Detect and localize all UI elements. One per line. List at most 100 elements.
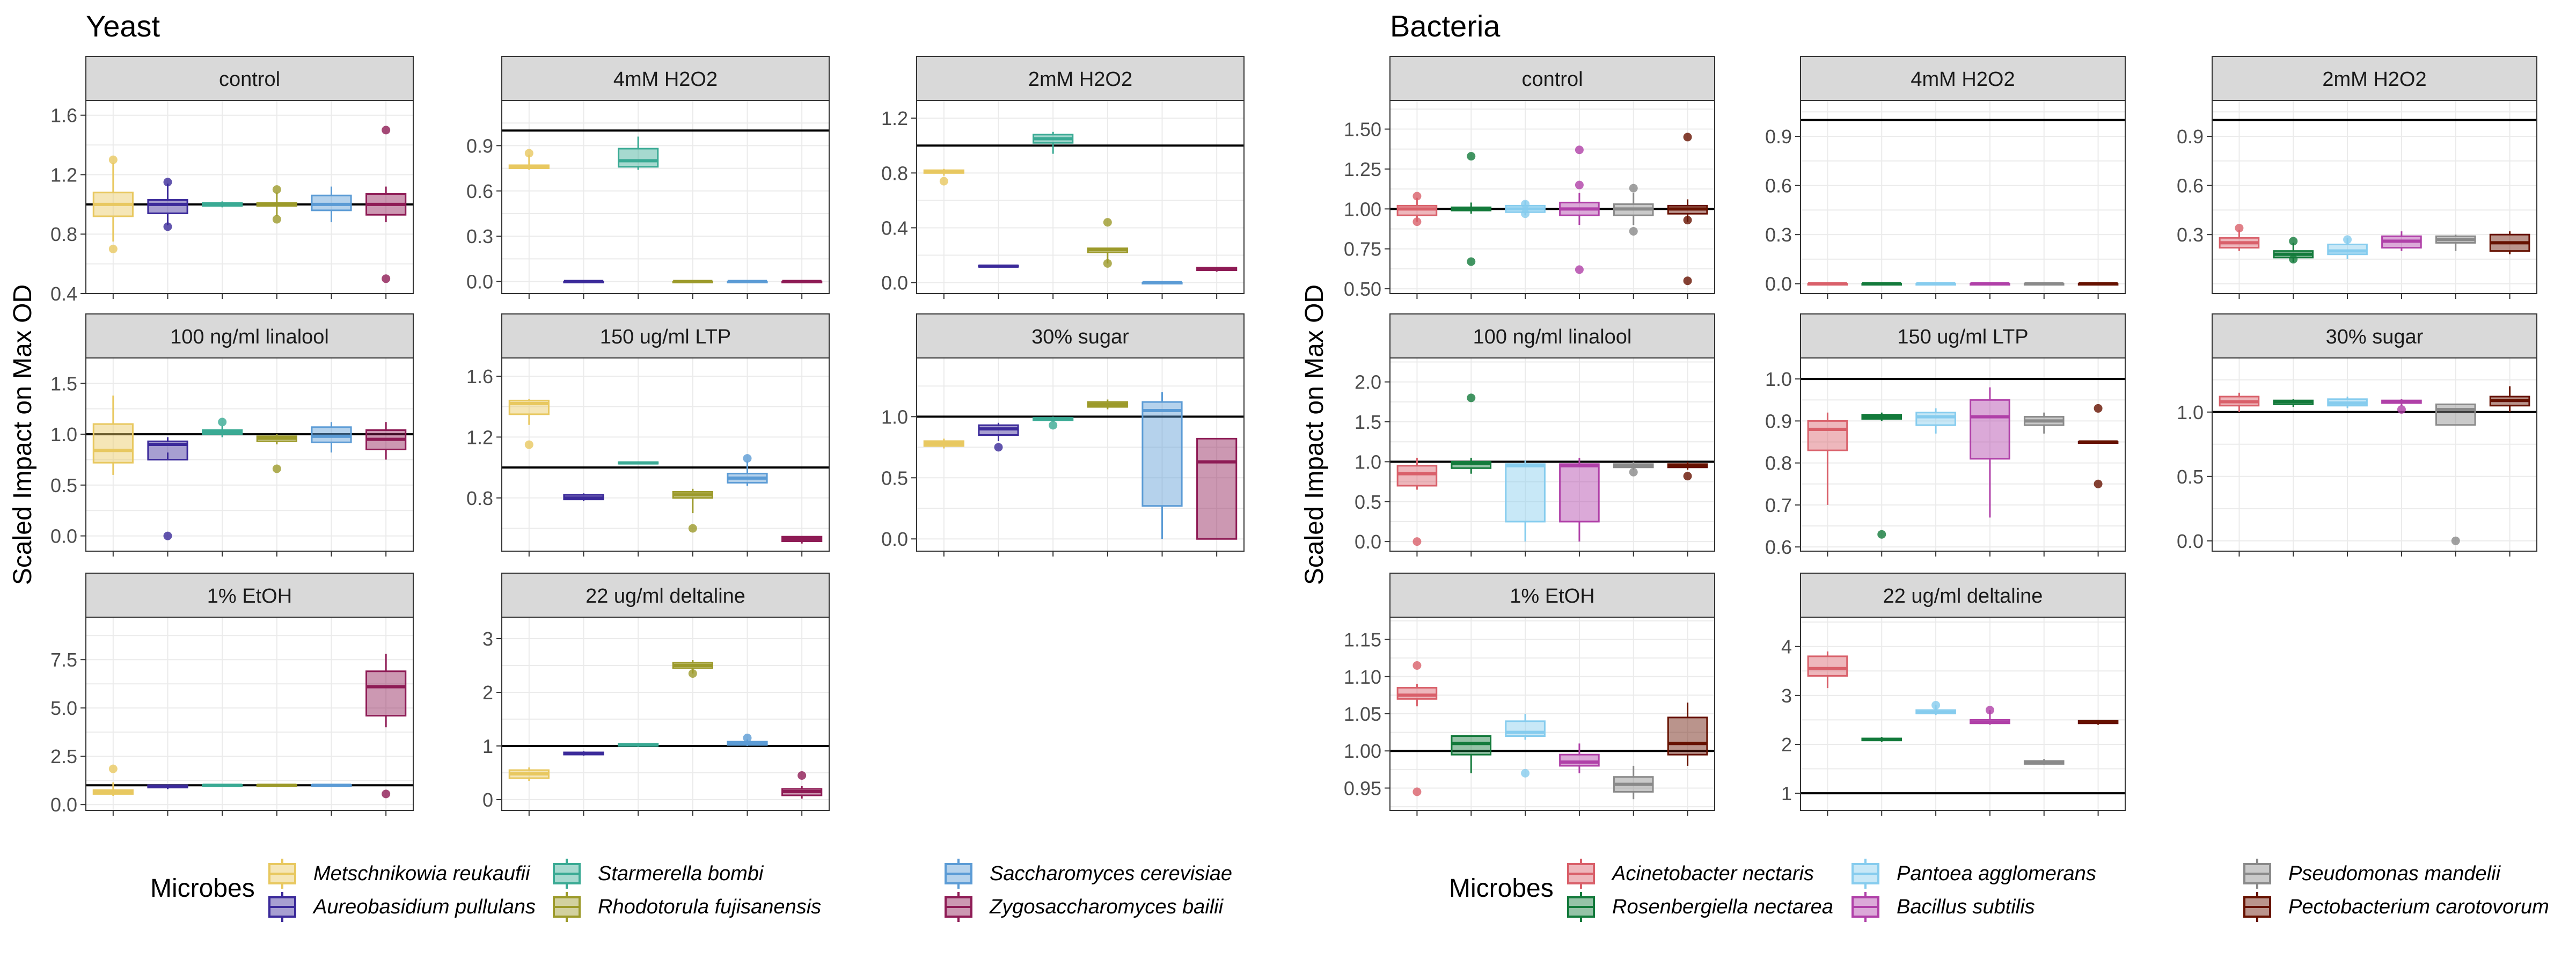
y-tick-label: 0.6 xyxy=(1765,175,1792,197)
panel-background xyxy=(502,100,829,294)
y-tick-label: 0 xyxy=(482,789,493,811)
box-pseudomonas-mandelii xyxy=(2023,759,2065,765)
panel-background xyxy=(502,617,829,810)
box-body xyxy=(2327,243,2368,255)
facet-strip xyxy=(1389,573,1715,618)
panel-background xyxy=(1801,100,2125,294)
facet-strip xyxy=(2212,313,2537,358)
outlier-point xyxy=(1985,706,1994,715)
panel-border xyxy=(2212,100,2537,294)
box-pseudomonas-mandelii xyxy=(1613,765,1654,800)
box-pectobacterium-carotovorum xyxy=(1667,133,1708,286)
panel-border xyxy=(916,100,1245,294)
box-saccharomyces-cerevisiae xyxy=(311,186,352,223)
facet-strip xyxy=(1800,313,2126,358)
facet-strip xyxy=(2212,56,2537,101)
outlier-point xyxy=(108,244,118,253)
box-body xyxy=(618,148,659,168)
panel-background xyxy=(917,358,1244,551)
panel-background xyxy=(1390,100,1715,294)
panel-background xyxy=(86,358,413,551)
box-starmerella-bombi xyxy=(202,201,243,208)
facet-strip xyxy=(85,56,414,101)
box-pantoea-agglomerans xyxy=(1915,408,1956,434)
legend-item: Rhodotorula fujisanensis xyxy=(547,892,821,922)
box-rosenbergiella-nectarea xyxy=(2273,399,2314,407)
yeast-panel-7: 1% EtOH 0.0 2.5 5.0 7.5 xyxy=(50,573,414,816)
bacteria-panel-3: 2mM H2O2 0.3 0.6 0.9 xyxy=(2177,56,2537,299)
yeast-panel-2: 4mM H2O2 0.0 0.3 0.6 0.9 xyxy=(466,56,830,299)
outlier-point xyxy=(1629,184,1638,193)
box-bacillus-subtilis xyxy=(1970,282,2010,286)
box-starmerella-bombi xyxy=(618,461,659,465)
legend-label: Starmerella bombi xyxy=(598,862,764,885)
outlier-point xyxy=(1683,133,1692,142)
legend-key xyxy=(2238,859,2277,889)
facet-strip-label: control xyxy=(219,68,280,91)
box-rhodotorula-fujisanensis xyxy=(1087,399,1128,409)
legend-key xyxy=(2238,892,2277,922)
facet-strip xyxy=(85,313,414,358)
yeast-panel-8: 22 ug/ml deltaline 0 1 2 3 xyxy=(482,573,830,816)
facet-strip-label: 150 ug/ml LTP xyxy=(1897,326,2028,348)
outlier-point xyxy=(1629,226,1638,236)
box-body xyxy=(1807,655,1848,677)
box-acinetobacter-nectaris xyxy=(2219,392,2260,412)
y-tick-label: 0.8 xyxy=(1765,452,1792,474)
box-zygosaccharomyces-bailii xyxy=(781,280,823,283)
box-starmerella-bombi xyxy=(202,784,243,787)
box-body xyxy=(1807,420,1848,451)
outlier-point xyxy=(108,155,118,164)
outlier-point xyxy=(1931,701,1941,710)
box-pantoea-agglomerans xyxy=(1505,200,1546,218)
box-aureobasidium-pullulans xyxy=(978,422,1019,452)
box-pseudomonas-mandelii xyxy=(1613,184,1654,236)
box-acinetobacter-nectaris xyxy=(2219,223,2260,251)
facet-strip-label: 30% sugar xyxy=(1031,326,1129,348)
legend-item: Metschnikowia reukaufii xyxy=(263,859,530,889)
box-zygosaccharomyces-bailii xyxy=(365,126,407,283)
box-metschnikowia-reukaufii xyxy=(508,399,550,449)
outlier-point xyxy=(163,222,172,231)
legend-item: Saccharomyces cerevisiae xyxy=(939,859,1232,889)
box-pantoea-agglomerans xyxy=(1915,701,1956,715)
box-rosenbergiella-nectarea xyxy=(1861,282,1902,286)
legend-item: Acinetobacter nectaris xyxy=(1562,859,1814,889)
outlier-point xyxy=(743,734,752,742)
facet-strip-label: 1% EtOH xyxy=(1510,585,1594,608)
outlier-point xyxy=(272,185,281,194)
y-tick-label: 0.4 xyxy=(50,283,77,305)
box-aureobasidium-pullulans xyxy=(563,751,604,756)
box-rhodotorula-fujisanensis xyxy=(672,488,713,533)
outlier-point xyxy=(1575,145,1584,155)
panel-border xyxy=(1389,100,1715,294)
panel-border xyxy=(1800,100,2126,294)
panel-border xyxy=(501,357,830,552)
y-tick-label: 0.3 xyxy=(2177,224,2204,246)
box-body xyxy=(1196,437,1238,540)
box-body xyxy=(1970,399,2010,460)
box-pseudomonas-mandelii xyxy=(1613,462,1654,477)
outlier-point xyxy=(382,126,391,135)
yeast-legend: Microbes Metschnikowia reukaufii Aureobas… xyxy=(150,859,1250,923)
y-tick-label: 0.4 xyxy=(881,217,908,239)
yeast-y-axis-label: Scaled Impact on Max OD xyxy=(9,284,37,585)
outlier-point xyxy=(1413,217,1422,226)
box-acinetobacter-nectaris xyxy=(1807,651,1848,689)
y-tick-label: 0.8 xyxy=(881,162,908,184)
box-rosenbergiella-nectarea xyxy=(1451,152,1492,266)
box-zygosaccharomyces-bailii xyxy=(365,422,407,460)
legend-key xyxy=(939,892,978,922)
y-tick-label: 0.95 xyxy=(1344,777,1381,799)
y-tick-label: 1.10 xyxy=(1344,666,1381,688)
outlier-point xyxy=(1575,180,1584,189)
box-aureobasidium-pullulans xyxy=(147,784,188,789)
box-metschnikowia-reukaufii xyxy=(508,767,550,781)
box-starmerella-bombi xyxy=(618,743,659,747)
panel-border xyxy=(1389,357,1715,552)
yeast-panel-1: control 0.4 0.8 1.2 1.6 xyxy=(50,56,414,305)
y-tick-label: 0.8 xyxy=(466,487,493,509)
box-acinetobacter-nectaris xyxy=(1396,457,1438,546)
legend-key xyxy=(1562,859,1600,889)
